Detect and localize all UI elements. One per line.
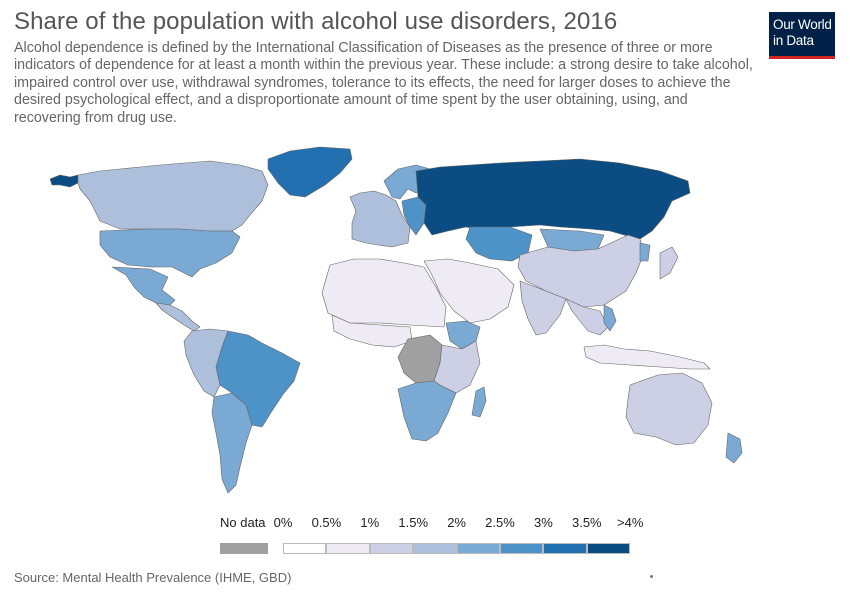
legend-tick-label: 0%: [273, 515, 293, 530]
region-korea[interactable]: Korea: [639, 242, 651, 262]
region-kazakhstan[interactable]: Kazakhstan: [465, 226, 533, 262]
chart-subtitle: Alcohol dependence is defined by the Int…: [14, 40, 753, 126]
source-note[interactable]: Source: Mental Health Prevalence (IHME, …: [14, 570, 292, 585]
legend-bin[interactable]: [543, 543, 587, 554]
region-vietnam[interactable]: Vietnam: [603, 304, 617, 332]
legend-tick-label: 1%: [360, 515, 380, 530]
chart-title: Share of the population with alcohol use…: [14, 8, 618, 35]
region-greenland[interactable]: Greenland: [267, 146, 353, 198]
owid-logo[interactable]: Our World in Data: [769, 12, 835, 59]
region-australia[interactable]: Australia: [625, 372, 713, 446]
legend-bin[interactable]: [586, 543, 631, 554]
legend-bin[interactable]: [456, 543, 500, 554]
region-japan[interactable]: Japan: [659, 246, 679, 280]
logo-line-1: Our World: [773, 17, 832, 32]
legend-tick-label: 2%: [447, 515, 466, 530]
region-new-zealand[interactable]: New Zealand: [725, 432, 743, 464]
region-central-america[interactable]: Central America: [155, 302, 201, 332]
legend-tick-label: 0.5%: [311, 515, 342, 530]
region-russia[interactable]: Russia: [415, 158, 691, 240]
region-madagascar[interactable]: Madagascar: [471, 386, 487, 418]
world-map[interactable]: Alaska Canada Greenland United States Me…: [0, 135, 850, 500]
region-southeast-asia[interactable]: Southeast Asia: [565, 298, 609, 336]
legend-tick-label: 1.5%: [398, 515, 429, 530]
legend: No data 0% 0.5% 1% 1.5% 2% 2.5% 3% 3.5% >4%: [0, 512, 850, 562]
region-southern-africa[interactable]: Southern Africa: [397, 380, 457, 442]
legend-bin[interactable]: [326, 543, 370, 554]
region-middle-east[interactable]: Middle East: [423, 258, 515, 324]
region-alaska[interactable]: Alaska: [49, 174, 79, 188]
region-north-africa[interactable]: North Africa: [321, 258, 447, 328]
region-mexico[interactable]: Mexico: [111, 266, 176, 306]
region-canada[interactable]: Canada: [77, 160, 269, 232]
decorative-dot: [650, 575, 653, 578]
legend-no-data-label: No data: [220, 515, 266, 530]
region-india[interactable]: India: [519, 280, 567, 336]
legend-tick-label: 3%: [533, 515, 553, 530]
legend-bin[interactable]: [500, 543, 544, 554]
logo-line-2: in Data: [773, 33, 814, 48]
legend-tick-label: 3.5%: [571, 515, 602, 530]
legend-bin[interactable]: [369, 543, 414, 554]
region-western-europe[interactable]: Western Europe: [349, 190, 411, 248]
region-west-africa[interactable]: West Africa: [331, 314, 413, 348]
legend-no-data-swatch: [220, 543, 268, 554]
legend-tick-label: >4%: [616, 515, 644, 530]
legend-bin[interactable]: [283, 543, 327, 554]
region-china[interactable]: China: [517, 234, 645, 308]
region-east-africa[interactable]: East Africa: [433, 340, 481, 394]
region-southern-cone[interactable]: Southern Cone: [211, 392, 253, 494]
region-andean-south-america[interactable]: Andean South America: [183, 328, 229, 398]
legend-bin[interactable]: [413, 543, 457, 554]
region-united-states[interactable]: United States: [99, 228, 241, 278]
legend-tick-label: 2.5%: [485, 515, 515, 530]
region-indonesia[interactable]: Indonesia: [583, 344, 711, 370]
